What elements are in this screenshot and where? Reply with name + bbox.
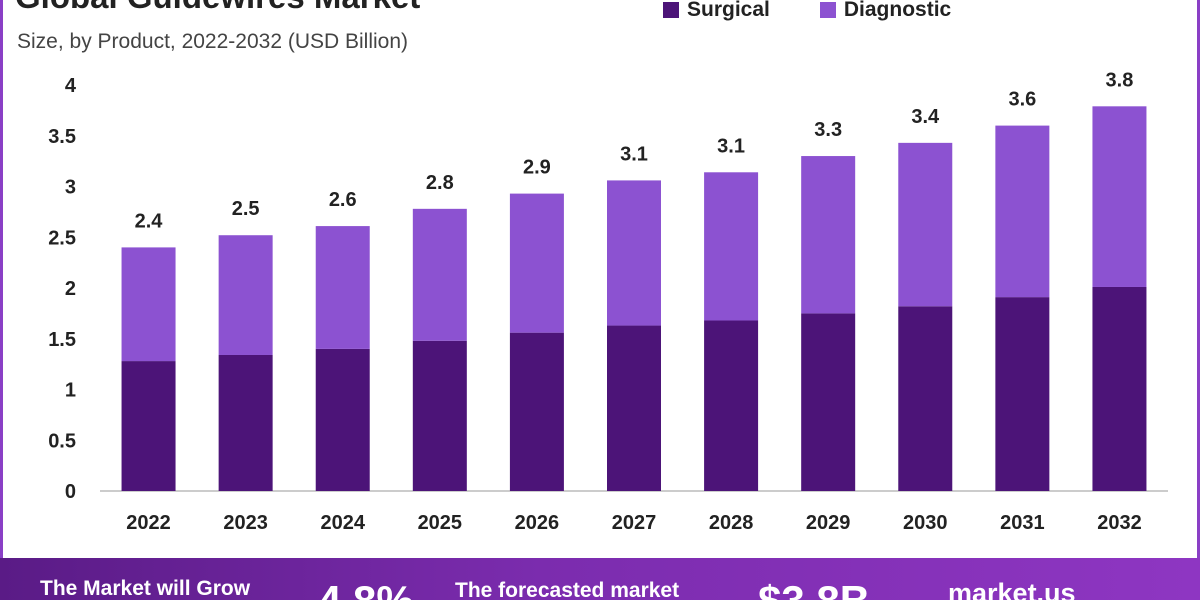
y-tick-label: 4 [65, 75, 77, 97]
x-tick-label-2031: 2031 [1000, 512, 1045, 534]
bar-diagnostic-2030 [898, 142, 953, 307]
x-tick-label-2027: 2027 [612, 512, 657, 534]
banner-grow-text: The Market will Grow [40, 577, 251, 600]
bar-surgical-2031 [995, 297, 1050, 491]
x-tick-label-2025: 2025 [418, 512, 463, 534]
bar-surgical-2027 [607, 325, 661, 491]
data-label-2025: 2.8 [426, 172, 454, 194]
chart-legend: Surgical Diagnostic [663, 0, 951, 22]
x-tick-label-2028: 2028 [709, 512, 754, 534]
data-label-2023: 2.5 [232, 198, 260, 220]
bar-diagnostic-2028 [704, 172, 759, 321]
y-tick-label: 2 [65, 278, 76, 300]
y-tick-label: 0 [65, 481, 76, 503]
bar-surgical-2026 [509, 332, 564, 491]
bar-surgical-2022 [121, 361, 176, 491]
x-tick-label-2030: 2030 [903, 512, 948, 534]
x-tick-label-2023: 2023 [223, 512, 268, 534]
legend-item-surgical: Surgical [663, 0, 770, 22]
y-tick-label: 2.5 [48, 227, 76, 249]
bar-surgical-2032 [1092, 286, 1147, 491]
data-label-2028: 3.1 [717, 135, 745, 157]
chart-title: Global Guidewires Market [15, 0, 420, 16]
y-tick-label: 1 [65, 380, 76, 402]
legend-label-diagnostic: Diagnostic [843, 0, 952, 21]
bar-diagnostic-2023 [218, 235, 273, 355]
bar-diagnostic-2024 [315, 226, 370, 349]
x-tick-label-2032: 2032 [1097, 512, 1142, 534]
x-tick-label-2022: 2022 [126, 512, 171, 534]
legend-swatch-surgical [663, 2, 679, 18]
legend-item-diagnostic: Diagnostic [819, 0, 952, 22]
bar-diagnostic-2026 [509, 193, 564, 333]
bar-surgical-2025 [412, 340, 467, 491]
bar-surgical-2029 [801, 313, 856, 491]
bar-diagnostic-2022 [121, 247, 176, 362]
legend-swatch-diagnostic [819, 2, 836, 18]
x-tick-label-2026: 2026 [515, 512, 560, 534]
legend-label-surgical: Surgical [687, 0, 770, 21]
bar-diagnostic-2031 [995, 125, 1050, 298]
y-tick-label: 3.5 [48, 126, 76, 148]
banner-forecast-value: $3.8B [758, 580, 870, 600]
data-label-2032: 3.8 [1106, 69, 1134, 91]
banner-forecast-text: The forecasted market [455, 579, 680, 600]
y-tick-label: 3 [65, 177, 76, 199]
data-label-2031: 3.6 [1008, 89, 1036, 111]
y-tick-label: 0.5 [48, 430, 76, 452]
data-label-2030: 3.4 [911, 106, 940, 128]
bar-surgical-2024 [315, 348, 370, 491]
bar-surgical-2028 [704, 320, 759, 491]
stacked-bar-chart: 0 0.5 1 1.5 2 2.5 3 3.5 4 2.4 2022 2.5 2023 2.6 2024 2.… [48, 69, 1168, 534]
x-tick-label-2024: 2024 [320, 512, 365, 534]
bar-diagnostic-2032 [1092, 106, 1147, 287]
y-tick-label: 1.5 [48, 329, 76, 351]
data-label-2022: 2.4 [135, 210, 164, 232]
chart-subtitle: Size, by Product, 2022-2032 (USD Billion… [17, 30, 409, 53]
data-label-2026: 2.9 [523, 157, 551, 179]
bar-surgical-2023 [218, 354, 273, 491]
data-label-2024: 2.6 [329, 189, 357, 211]
summary-banner: The Market will Grow 4.8% The forecasted… [0, 558, 1200, 600]
banner-cagr-value: 4.8% [318, 580, 414, 600]
bar-diagnostic-2025 [412, 208, 467, 341]
banner-brand-logo: market.us [948, 578, 1076, 600]
data-label-2029: 3.3 [814, 119, 842, 141]
x-tick-label-2029: 2029 [806, 512, 851, 534]
data-label-2027: 3.1 [620, 143, 648, 165]
bar-surgical-2030 [898, 306, 953, 491]
bar-diagnostic-2027 [607, 180, 661, 326]
bar-diagnostic-2029 [801, 156, 856, 314]
